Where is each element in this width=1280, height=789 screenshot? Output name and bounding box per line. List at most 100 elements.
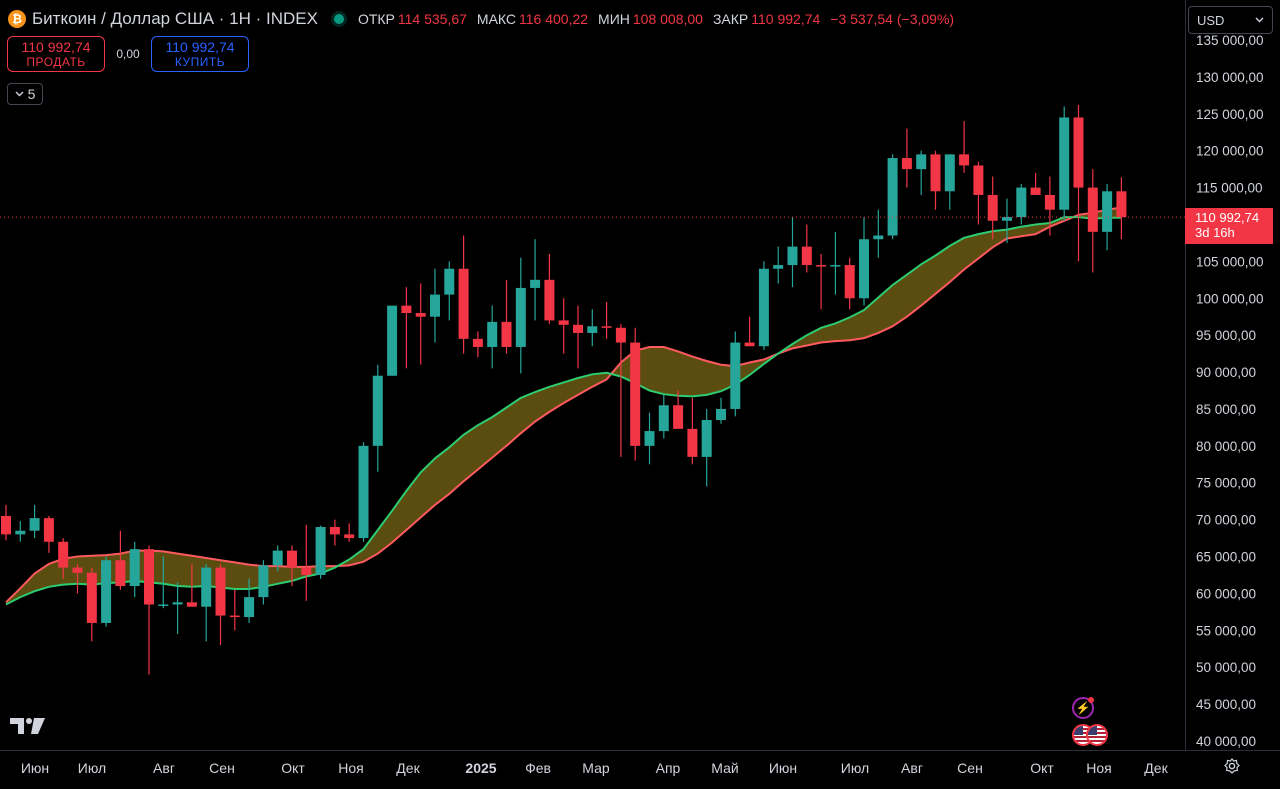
candle[interactable]: [272, 545, 283, 572]
candle[interactable]: [401, 287, 412, 369]
candle[interactable]: [1073, 104, 1084, 262]
candle[interactable]: [72, 563, 83, 594]
candle-body: [601, 326, 612, 328]
candle[interactable]: [58, 538, 69, 579]
candle-body: [158, 604, 169, 606]
candle[interactable]: [201, 563, 212, 642]
candle[interactable]: [701, 408, 712, 487]
candle[interactable]: [887, 154, 898, 240]
currency-select[interactable]: USD: [1188, 6, 1273, 34]
symbol-title[interactable]: Биткоин / Доллар США · 1Н · INDEX: [32, 9, 318, 28]
ema-cloud-fill: [6, 207, 1122, 605]
candle[interactable]: [859, 217, 869, 306]
time-tick-label: Июн: [769, 760, 797, 776]
candle[interactable]: [844, 257, 855, 310]
candle[interactable]: [158, 556, 169, 609]
candle[interactable]: [244, 578, 255, 623]
candle[interactable]: [601, 301, 612, 339]
candle[interactable]: [773, 246, 784, 284]
candle[interactable]: [944, 154, 955, 210]
candle[interactable]: [144, 545, 154, 675]
candle[interactable]: [901, 128, 912, 188]
us-flag-icon[interactable]: [1086, 724, 1108, 746]
candle[interactable]: [873, 209, 884, 258]
candle[interactable]: [358, 442, 369, 542]
candle[interactable]: [215, 563, 226, 646]
settings-icon[interactable]: [1222, 756, 1242, 776]
flash-icon[interactable]: ⚡: [1072, 697, 1094, 719]
candle[interactable]: [573, 305, 583, 369]
candle[interactable]: [544, 253, 555, 325]
price-axis[interactable]: 40 000,00 45 000,00 50 000,00 55 000,00 60 0…: [1185, 0, 1280, 750]
indicators-toggle-button[interactable]: 5: [7, 83, 43, 105]
candle[interactable]: [1059, 106, 1070, 221]
candle[interactable]: [716, 397, 726, 424]
candle[interactable]: [587, 309, 598, 347]
economic-events[interactable]: [1072, 724, 1112, 748]
candle[interactable]: [315, 525, 326, 579]
candle[interactable]: [1, 504, 11, 541]
candle[interactable]: [558, 298, 569, 354]
candle[interactable]: [916, 150, 927, 195]
candle[interactable]: [372, 364, 383, 472]
candle[interactable]: [415, 283, 426, 365]
candle[interactable]: [730, 331, 741, 417]
candle[interactable]: [515, 257, 526, 374]
candle[interactable]: [658, 394, 669, 439]
candle[interactable]: [172, 582, 183, 635]
candle[interactable]: [801, 224, 812, 273]
candle[interactable]: [687, 397, 698, 465]
candle[interactable]: [15, 521, 26, 542]
candle[interactable]: [472, 331, 483, 358]
candle[interactable]: [501, 279, 512, 354]
candle[interactable]: [530, 239, 541, 321]
candle[interactable]: [258, 560, 269, 605]
candle[interactable]: [644, 412, 655, 465]
candle[interactable]: [86, 567, 97, 642]
candle[interactable]: [758, 261, 769, 350]
candle[interactable]: [301, 524, 312, 601]
candle[interactable]: [1116, 177, 1127, 240]
candle[interactable]: [987, 176, 998, 240]
candle[interactable]: [744, 316, 755, 347]
candle[interactable]: [430, 268, 440, 343]
time-tick-label: Окт: [1030, 760, 1054, 776]
candle[interactable]: [458, 235, 469, 354]
candle[interactable]: [329, 519, 340, 546]
candle[interactable]: [444, 261, 455, 321]
candle[interactable]: [830, 231, 841, 295]
chart-area[interactable]: [0, 0, 1185, 750]
candle[interactable]: [930, 150, 941, 210]
candle[interactable]: [101, 556, 112, 627]
candle[interactable]: [1044, 176, 1055, 236]
candle[interactable]: [816, 253, 827, 310]
candle[interactable]: [344, 523, 355, 542]
sell-button[interactable]: 110 992,74 ПРОДАТЬ: [7, 36, 105, 72]
time-axis[interactable]: Июн Июл Авг Сен Окт Ноя Дек 2025 Фев Мар Апр Май Июн…: [0, 750, 1280, 784]
candle[interactable]: [615, 324, 626, 457]
candle[interactable]: [1002, 198, 1012, 243]
candle[interactable]: [630, 327, 641, 461]
candle[interactable]: [43, 515, 54, 553]
candle[interactable]: [129, 541, 140, 598]
candle[interactable]: [186, 563, 197, 607]
candle[interactable]: [973, 161, 984, 225]
candle[interactable]: [29, 504, 40, 539]
tradingview-logo[interactable]: [10, 716, 46, 741]
candle[interactable]: [787, 217, 798, 288]
candle[interactable]: [487, 305, 498, 369]
price-chart[interactable]: [0, 0, 1185, 750]
market-status-icon[interactable]: [333, 14, 344, 24]
candle[interactable]: [673, 390, 684, 429]
candle[interactable]: [229, 589, 240, 631]
ema-slow-line[interactable]: [5, 206, 1122, 604]
candle[interactable]: [387, 305, 398, 376]
candle[interactable]: [1030, 172, 1041, 195]
candle[interactable]: [1016, 183, 1027, 225]
candle[interactable]: [287, 545, 297, 587]
buy-button[interactable]: 110 992,74 КУПИТЬ: [151, 36, 249, 72]
candle[interactable]: [1087, 169, 1098, 273]
candle[interactable]: [959, 121, 970, 173]
candle[interactable]: [115, 530, 126, 590]
candle[interactable]: [1102, 183, 1113, 251]
